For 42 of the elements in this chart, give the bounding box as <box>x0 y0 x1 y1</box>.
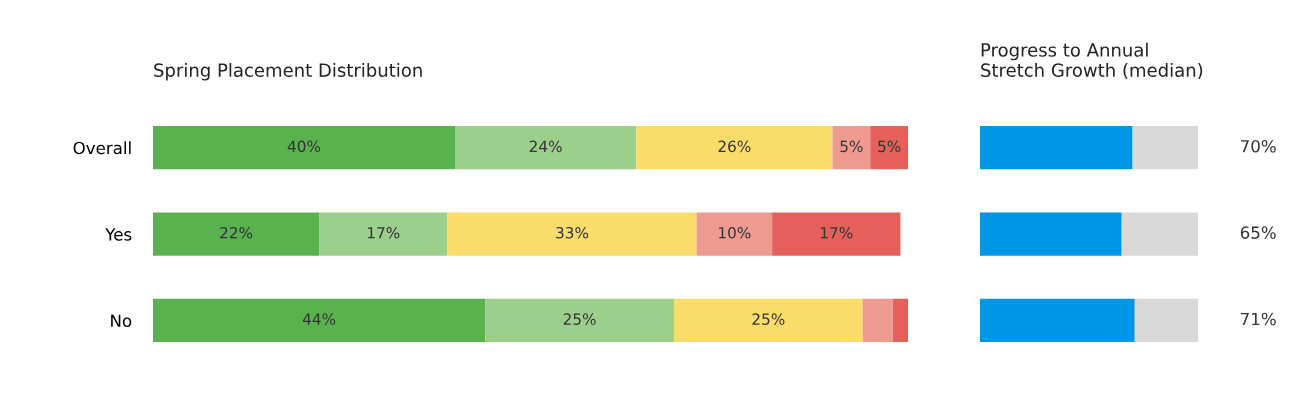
data-label: 24% <box>529 140 562 153</box>
data-label: 25% <box>752 313 785 325</box>
bar <box>870 126 908 170</box>
data-label: 5% <box>878 140 901 153</box>
bar <box>1121 212 1198 256</box>
bar <box>153 298 486 343</box>
bar <box>892 298 908 343</box>
data-label: 22% <box>220 226 253 239</box>
data-label: 10% <box>719 226 751 239</box>
data-label: 33% <box>556 226 589 239</box>
data-label: 26% <box>718 140 751 153</box>
data-label: 17% <box>367 226 400 239</box>
bar <box>980 212 1122 256</box>
bar <box>636 126 833 170</box>
bar <box>485 298 674 343</box>
y-tick-label: No <box>111 314 132 328</box>
bar <box>1132 126 1198 170</box>
bar <box>153 126 455 170</box>
data-label: 70% <box>1241 139 1276 153</box>
data-label: 5% <box>840 140 863 153</box>
bar <box>980 298 1135 343</box>
bar <box>447 212 697 256</box>
data-label: 25% <box>563 313 596 325</box>
data-label: 71% <box>1241 312 1276 326</box>
y-tick-label: Overall <box>73 141 131 155</box>
chart-title: Spring Placement Distribution <box>154 63 422 81</box>
data-label: 44% <box>302 313 336 325</box>
bar <box>319 212 448 256</box>
bar <box>673 298 863 343</box>
bar <box>1134 298 1198 343</box>
bar <box>980 126 1133 170</box>
bar <box>772 212 901 256</box>
bar <box>153 212 320 256</box>
bar <box>696 212 773 256</box>
data-label: 17% <box>820 226 853 239</box>
bar <box>862 298 893 343</box>
bar <box>455 126 637 170</box>
chart-title: Progress to Annual Stretch Growth (median) <box>981 42 1203 80</box>
data-label: 65% <box>1240 226 1276 239</box>
bar <box>832 126 871 170</box>
y-tick-label: Yes <box>105 228 132 241</box>
data-label: 40% <box>287 140 321 153</box>
